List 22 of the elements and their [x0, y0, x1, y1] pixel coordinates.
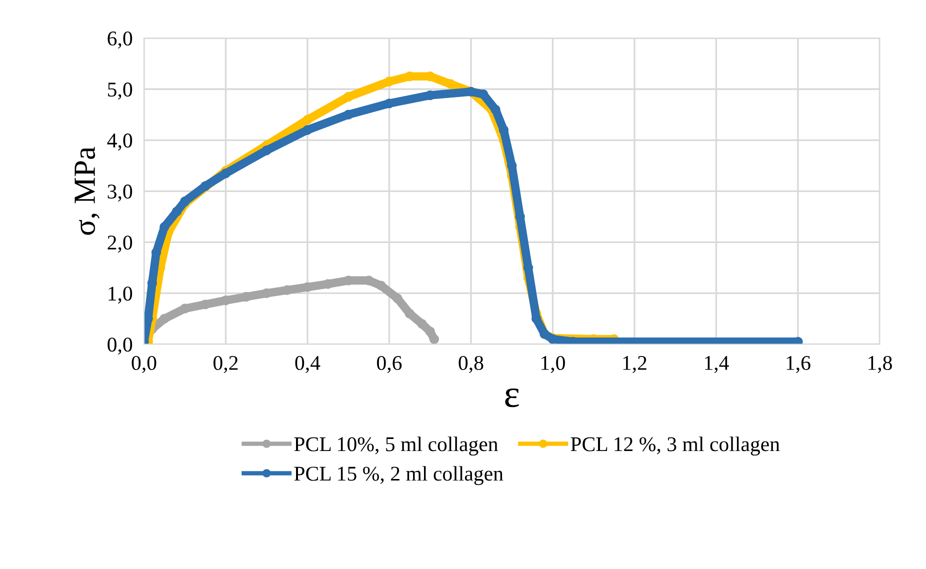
x-tick-label: 0,2 — [214, 356, 238, 374]
legend-label: PCL 10%, 5 ml collagen — [294, 436, 498, 456]
legend-label: PCL 12 %, 3 ml collagen — [570, 436, 780, 456]
x-tick-label: 0,4 — [295, 356, 320, 374]
y-tick-label: 2,0 — [108, 236, 132, 253]
x-tick-label: 0,0 — [132, 356, 156, 374]
x-tick-label: 1,0 — [542, 356, 565, 374]
y-tick-label: 3,0 — [108, 184, 132, 202]
y-tick-label: 1,0 — [108, 286, 132, 304]
x-tick-label: 0,6 — [377, 356, 402, 374]
y-axis-title: σ, MPa — [74, 146, 100, 235]
x-tick-label: 0,8 — [458, 356, 484, 374]
y-tick-label: 6,0 — [108, 31, 132, 49]
y-tick-label: 5,0 — [108, 82, 132, 100]
legend-label: PCL 15 %, 2 ml collagen — [294, 466, 504, 486]
x-tick-label: 1,4 — [705, 356, 729, 374]
x-tick-label: 1,2 — [623, 356, 646, 374]
y-tick-label: 0,0 — [108, 338, 132, 355]
x-axis-title: ε — [505, 388, 519, 408]
x-tick-label: 1,6 — [786, 356, 810, 374]
x-tick-label: 1,8 — [868, 356, 892, 374]
y-tick-label: 4,0 — [107, 134, 132, 151]
